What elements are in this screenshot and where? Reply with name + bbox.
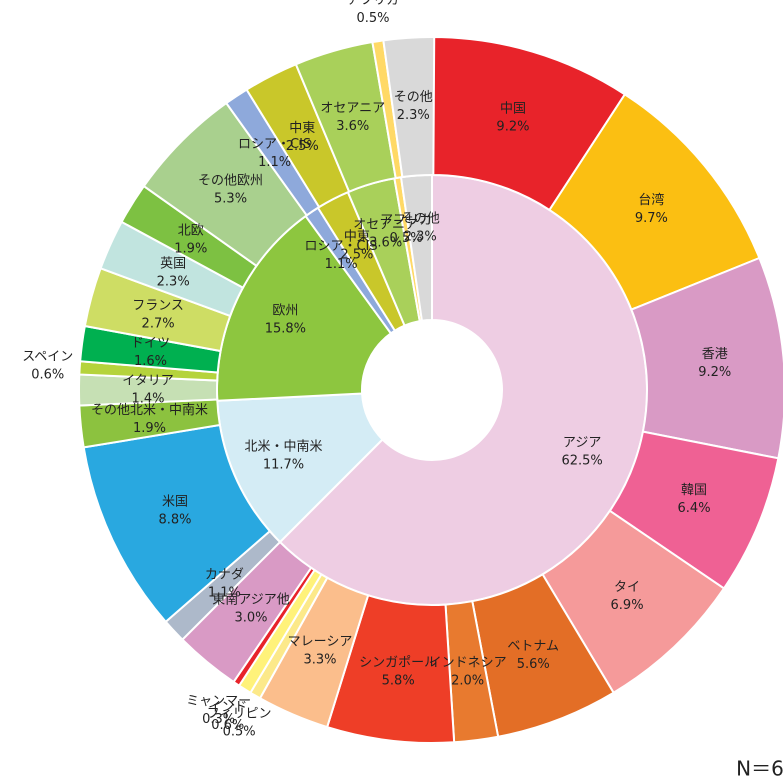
segment-label: フランス bbox=[132, 299, 184, 314]
segment-value: 2.0% bbox=[451, 673, 484, 688]
segment-label: タイ bbox=[614, 580, 640, 595]
segment-label: オセアニア bbox=[320, 101, 385, 116]
segment-label: 米国 bbox=[162, 494, 188, 509]
segment-label: その他 bbox=[394, 90, 433, 105]
segment-label: オセアニア bbox=[353, 218, 418, 233]
segment-label: 韓国 bbox=[681, 483, 707, 498]
segment bbox=[382, 36, 436, 179]
segment-value: 2.5% bbox=[340, 247, 373, 262]
segment-value: 2.7% bbox=[142, 317, 175, 332]
segment-value: 0.6% bbox=[211, 718, 244, 733]
segment-label: インド bbox=[208, 700, 247, 715]
segment-label: 中東 bbox=[289, 120, 315, 136]
segment-value: 3.3% bbox=[304, 652, 337, 667]
segment-label: ロシア・CIS bbox=[304, 239, 377, 254]
segment-value: 0.5% bbox=[223, 725, 256, 740]
segment-value: 1.9% bbox=[133, 421, 166, 436]
segment-label: その他欧州 bbox=[198, 173, 263, 188]
segment-value: 2.5% bbox=[286, 139, 319, 154]
segment-label: インドネシア bbox=[429, 655, 507, 670]
segment-value: 6.4% bbox=[678, 501, 711, 516]
segment-label: 英国 bbox=[160, 257, 186, 272]
segment-value: 5.8% bbox=[382, 673, 415, 688]
segment-label: フィリピン bbox=[207, 707, 272, 722]
segment-label: 東南アジア他 bbox=[212, 591, 289, 607]
segment-value: 11.7% bbox=[263, 457, 304, 472]
segment-value: 0.5% bbox=[390, 231, 423, 246]
segment-label: アジア bbox=[563, 436, 601, 451]
segment-value: 9.2% bbox=[496, 119, 529, 134]
segment-value: 1.1% bbox=[258, 155, 291, 170]
segment-label: 台湾 bbox=[638, 192, 664, 208]
segment-label: スペイン bbox=[22, 349, 73, 364]
segment-label: 欧州 bbox=[272, 303, 298, 318]
segment-label: ドイツ bbox=[131, 336, 170, 351]
segment-label: ベトナム bbox=[507, 639, 559, 654]
segment-value: 1.9% bbox=[174, 242, 207, 257]
segment-value: 3.6% bbox=[336, 119, 369, 134]
segment-value: 5.3% bbox=[214, 191, 247, 206]
segment-value: 6.9% bbox=[611, 598, 644, 613]
segment-value: 15.8% bbox=[265, 321, 306, 336]
segment-value: 1.1% bbox=[208, 585, 241, 600]
segment-label: アフリカ bbox=[347, 0, 399, 8]
segment-value: 8.8% bbox=[159, 512, 192, 527]
segment-label: イタリア bbox=[122, 374, 173, 389]
segment-value: 3.6% bbox=[369, 236, 402, 251]
segment-value: 9.7% bbox=[635, 211, 668, 226]
segment-label: カナダ bbox=[205, 567, 244, 582]
note: N＝6 bbox=[736, 757, 783, 781]
segment-value: 2.3% bbox=[157, 275, 190, 290]
segment-label: ロシア・CIS bbox=[238, 137, 311, 152]
segment-label: シンガポール bbox=[359, 655, 437, 670]
segment-value: 1.1% bbox=[325, 257, 358, 272]
segment-label: ミャンマー bbox=[186, 694, 251, 709]
segment-value: 0.6% bbox=[31, 367, 64, 382]
segment-value: 3.0% bbox=[234, 610, 267, 625]
segment-value: 62.5% bbox=[561, 454, 602, 469]
segment-value: 1.6% bbox=[134, 354, 167, 369]
segment-label: 香港 bbox=[702, 347, 728, 362]
segment-value: 0.5% bbox=[356, 11, 389, 26]
segment-label: マレーシア bbox=[288, 634, 353, 649]
segment-label: アフリカ bbox=[380, 213, 432, 228]
segment-label: 中東 bbox=[344, 228, 370, 244]
segment-value: 2.3% bbox=[397, 108, 430, 123]
segment-label: その他 bbox=[401, 211, 440, 226]
segment-value: 5.6% bbox=[517, 657, 550, 672]
segment-label: その他北米・中南米 bbox=[91, 402, 208, 418]
segment-label: 北欧 bbox=[178, 224, 204, 239]
segment-label: 中国 bbox=[500, 101, 526, 116]
segment-value: 9.2% bbox=[698, 365, 731, 380]
segment-value: 2.3% bbox=[404, 229, 437, 244]
segment-value: 0.3% bbox=[202, 712, 235, 727]
segment-value: 1.4% bbox=[131, 392, 164, 407]
segment-label: 北米・中南米 bbox=[244, 438, 322, 454]
